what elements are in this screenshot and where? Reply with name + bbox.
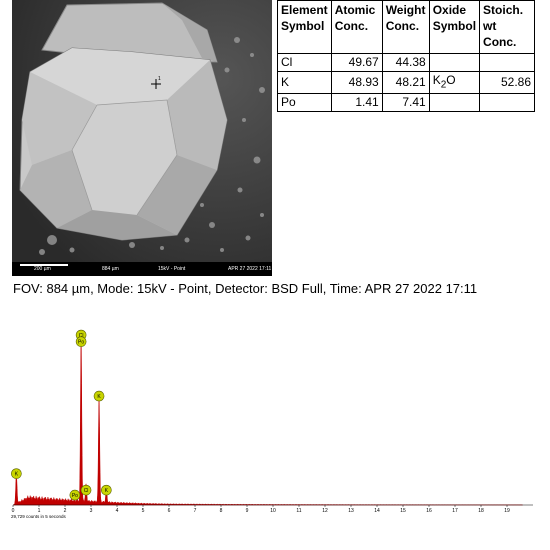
eds-spectrum-chart: 0 1 2 3 4 5 6 7 8 9 10 11 12 13 14 15 16 17 18 19 KClPoKPoC… xyxy=(11,329,533,514)
x-tick-label: 19 xyxy=(504,508,510,514)
x-tick-label: 6 xyxy=(168,508,171,514)
x-tick-label: 7 xyxy=(194,508,197,514)
table-row: K 48.93 48.21 K2O 52.86 xyxy=(277,70,536,95)
cell-oxide xyxy=(428,93,481,113)
x-tick-label: 4 xyxy=(116,508,119,514)
timestamp-label: APR 27 2022 17:11 xyxy=(228,266,272,272)
peak-marker: Po xyxy=(75,336,87,347)
element-table: Element Symbol Atomic Conc. Weight Conc. Ox… xyxy=(277,0,536,113)
cell-weight: 44.38 xyxy=(381,53,430,72)
peak-marker-circle xyxy=(80,484,92,496)
peak-marker-circle xyxy=(93,390,105,402)
x-tick-label: 2 xyxy=(64,508,67,514)
peak-marker-circle xyxy=(69,489,81,501)
cell-atomic: 48.93 xyxy=(330,70,383,95)
scale-bar xyxy=(20,264,68,266)
header-oxide-symbol: Oxide Symbol xyxy=(428,0,481,54)
x-tick-label: 5 xyxy=(142,508,145,514)
x-axis-ticks: 0 1 2 3 4 5 6 7 8 9 10 11 12 13 14 15 16 17 18 19 xyxy=(12,505,510,514)
x-tick-label: 11 xyxy=(296,508,301,514)
cell-weight: 48.21 xyxy=(381,70,430,95)
peak-marker-label: Cl xyxy=(84,488,89,494)
x-tick-label: 18 xyxy=(478,508,484,514)
x-tick-label: 16 xyxy=(426,508,432,514)
peak-marker-label: Po xyxy=(78,339,84,345)
peak-marker: Po xyxy=(69,489,81,501)
peak-marker-label: Po xyxy=(72,493,78,499)
peak-marker-circle xyxy=(11,468,22,479)
x-tick-label: 12 xyxy=(322,508,328,514)
peak-marker-label: K xyxy=(15,471,19,477)
x-tick-label: 13 xyxy=(348,508,354,514)
mode-label: 15kV - Point xyxy=(158,266,186,272)
cell-stoich: 52.86 xyxy=(479,70,536,95)
header-weight-conc: Weight Conc. xyxy=(381,0,430,54)
x-tick-label: 1 xyxy=(38,508,41,514)
peak-marker: K xyxy=(11,468,22,479)
cell-atomic: 49.67 xyxy=(330,53,383,72)
peak-marker-label: Cl xyxy=(79,333,84,339)
table-row: Po 1.41 7.41 xyxy=(277,93,536,113)
sem-info-bar: 200 µm 884 µm 15kV - Point APR 27 2022 1… xyxy=(12,262,272,276)
cell-symbol: K xyxy=(277,70,332,95)
scale-label: 200 µm xyxy=(34,266,51,272)
fov-label: 884 µm xyxy=(102,266,119,272)
cell-oxide: K2O xyxy=(428,70,481,95)
x-tick-label: 15 xyxy=(400,508,406,514)
cell-stoich xyxy=(479,53,536,72)
x-tick-label: 10 xyxy=(270,508,276,514)
header-atomic-conc: Atomic Conc. xyxy=(330,0,383,54)
acquisition-caption: FOV: 884 µm, Mode: 15kV - Point, Detecto… xyxy=(13,281,478,296)
peak-marker: K xyxy=(101,484,112,496)
table-header-row: Element Symbol Atomic Conc. Weight Conc. Ox… xyxy=(277,0,536,54)
crosshair-label: 1 xyxy=(158,76,161,82)
peak-marker-circle xyxy=(101,484,112,496)
header-stoich-wt-conc: Stoich. wt Conc. xyxy=(479,0,536,54)
peak-marker-label: K xyxy=(105,488,109,494)
peak-marker-circle xyxy=(75,336,87,347)
sem-crystal-graphic: 1 xyxy=(12,0,272,262)
cell-atomic: 1.41 xyxy=(330,93,383,113)
cell-oxide xyxy=(428,53,481,72)
table-row: Cl 49.67 44.38 xyxy=(277,53,536,72)
x-tick-label: 3 xyxy=(90,508,93,514)
peak-marker: K xyxy=(93,390,105,402)
x-tick-label: 9 xyxy=(246,508,249,514)
header-element-symbol: Element Symbol xyxy=(277,0,332,54)
x-tick-label: 17 xyxy=(452,508,458,514)
spectrum-area xyxy=(12,335,523,506)
x-tick-label: 8 xyxy=(220,508,223,514)
cell-stoich xyxy=(479,93,536,113)
crosshair-icon xyxy=(151,79,161,89)
x-tick-label: 0 xyxy=(12,508,15,514)
sem-image: 1 200 µm 884 µm 15kV - Point APR 27 2022… xyxy=(12,0,272,276)
counts-note: 29,729 counts in 5 seconds xyxy=(11,514,66,519)
peak-marker-label: K xyxy=(97,394,101,400)
cell-symbol: Cl xyxy=(277,53,332,72)
cell-symbol: Po xyxy=(277,93,332,113)
cell-weight: 7.41 xyxy=(381,93,430,113)
peak-marker: Cl xyxy=(80,484,92,496)
x-tick-label: 14 xyxy=(374,508,380,514)
